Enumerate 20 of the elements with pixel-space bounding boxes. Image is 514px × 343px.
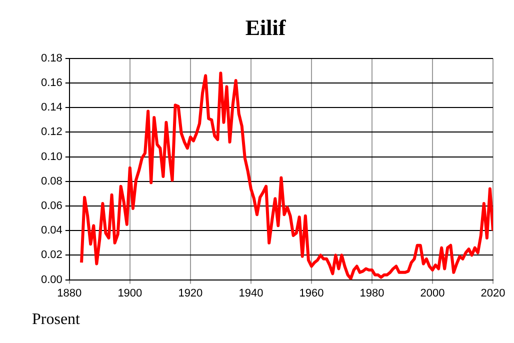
y-tick-label: 0.00 bbox=[40, 274, 62, 286]
y-tick-label: 0.02 bbox=[40, 249, 62, 262]
y-tick-label: 0.16 bbox=[40, 77, 62, 90]
x-tick-label: 1940 bbox=[238, 287, 264, 300]
x-tick-label: 1900 bbox=[118, 287, 142, 300]
text: Prosent bbox=[32, 311, 81, 328]
x-tick-label: 2020 bbox=[480, 287, 506, 300]
y-tick-label: 0.14 bbox=[40, 102, 62, 114]
x-tick-label: 1960 bbox=[299, 287, 324, 300]
y-tick-label: 0.08 bbox=[40, 175, 62, 188]
y-tick-label: 0.04 bbox=[40, 224, 62, 237]
y-tick-label: 0.10 bbox=[40, 150, 62, 163]
x-tick-label: 2000 bbox=[420, 287, 445, 300]
y-tick-label: 0.12 bbox=[40, 126, 62, 138]
x-tick-label: 1880 bbox=[57, 287, 82, 300]
y-tick-label: 0.18 bbox=[40, 52, 62, 64]
chart-title: Eilif bbox=[245, 14, 286, 40]
y-tick-label: 0.06 bbox=[40, 200, 62, 212]
x-tick-label: 1980 bbox=[360, 287, 384, 300]
x-tick-label: 1920 bbox=[178, 287, 203, 300]
